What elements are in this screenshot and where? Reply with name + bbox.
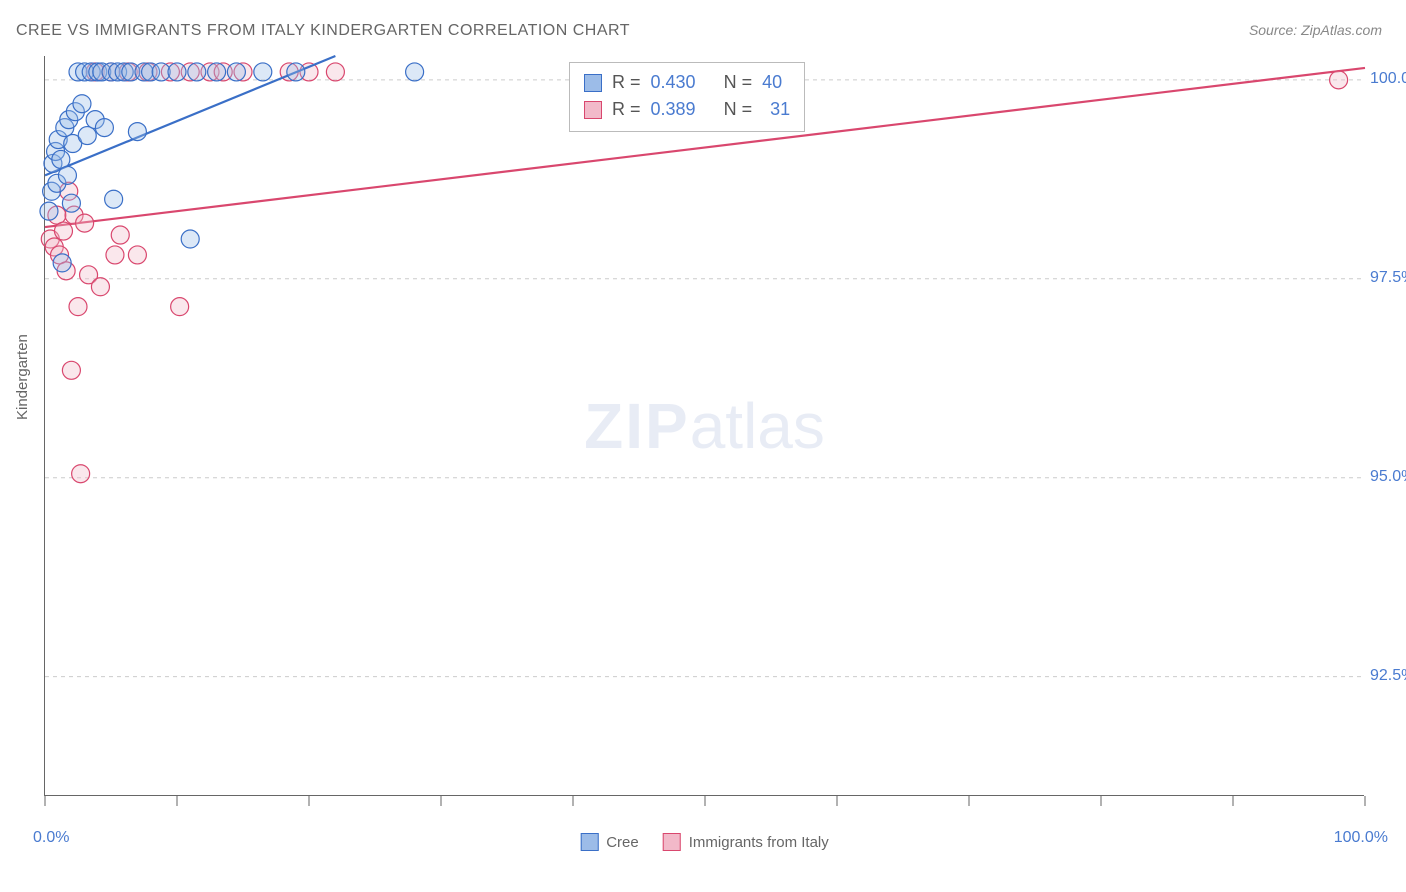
chart-title: CREE VS IMMIGRANTS FROM ITALY KINDERGART… <box>16 22 630 40</box>
plot-svg <box>45 56 1365 796</box>
bottom-legend: Cree Immigrants from Italy <box>580 833 829 851</box>
italy-n-value: 31 <box>762 96 790 123</box>
y-tick-label: 97.5% <box>1370 269 1406 287</box>
x-tick-label-max: 100.0% <box>1334 829 1388 847</box>
y-tick-label: 95.0% <box>1370 468 1406 486</box>
correlation-stats-box: R = 0.430 N = 40 R = 0.389 N = 31 <box>569 62 805 132</box>
y-tick-label: 92.5% <box>1370 667 1406 685</box>
stats-row-italy: R = 0.389 N = 31 <box>584 96 790 123</box>
chart-container: CREE VS IMMIGRANTS FROM ITALY KINDERGART… <box>0 0 1406 892</box>
plot-area: ZIPatlas R = 0.430 N = 40 R = 0.389 N = … <box>44 56 1364 796</box>
legend-label-italy: Immigrants from Italy <box>689 834 829 851</box>
cree-r-value: 0.430 <box>651 69 696 96</box>
legend-item-cree: Cree <box>580 833 639 851</box>
source-attribution: Source: ZipAtlas.com <box>1249 22 1382 38</box>
y-tick-label: 100.0% <box>1370 70 1406 88</box>
r-label: R = <box>612 69 641 96</box>
swatch-cree <box>584 74 602 92</box>
n-label: N = <box>724 96 753 123</box>
legend-item-italy: Immigrants from Italy <box>663 833 829 851</box>
legend-swatch-italy <box>663 833 681 851</box>
legend-swatch-cree <box>580 833 598 851</box>
stats-row-cree: R = 0.430 N = 40 <box>584 69 790 96</box>
y-axis-label: Kindergarten <box>14 334 31 420</box>
n-label: N = <box>724 69 753 96</box>
x-tick-label-min: 0.0% <box>33 829 69 847</box>
cree-n-value: 40 <box>762 69 782 96</box>
italy-r-value: 0.389 <box>651 96 696 123</box>
swatch-italy <box>584 101 602 119</box>
r-label: R = <box>612 96 641 123</box>
legend-label-cree: Cree <box>606 834 639 851</box>
